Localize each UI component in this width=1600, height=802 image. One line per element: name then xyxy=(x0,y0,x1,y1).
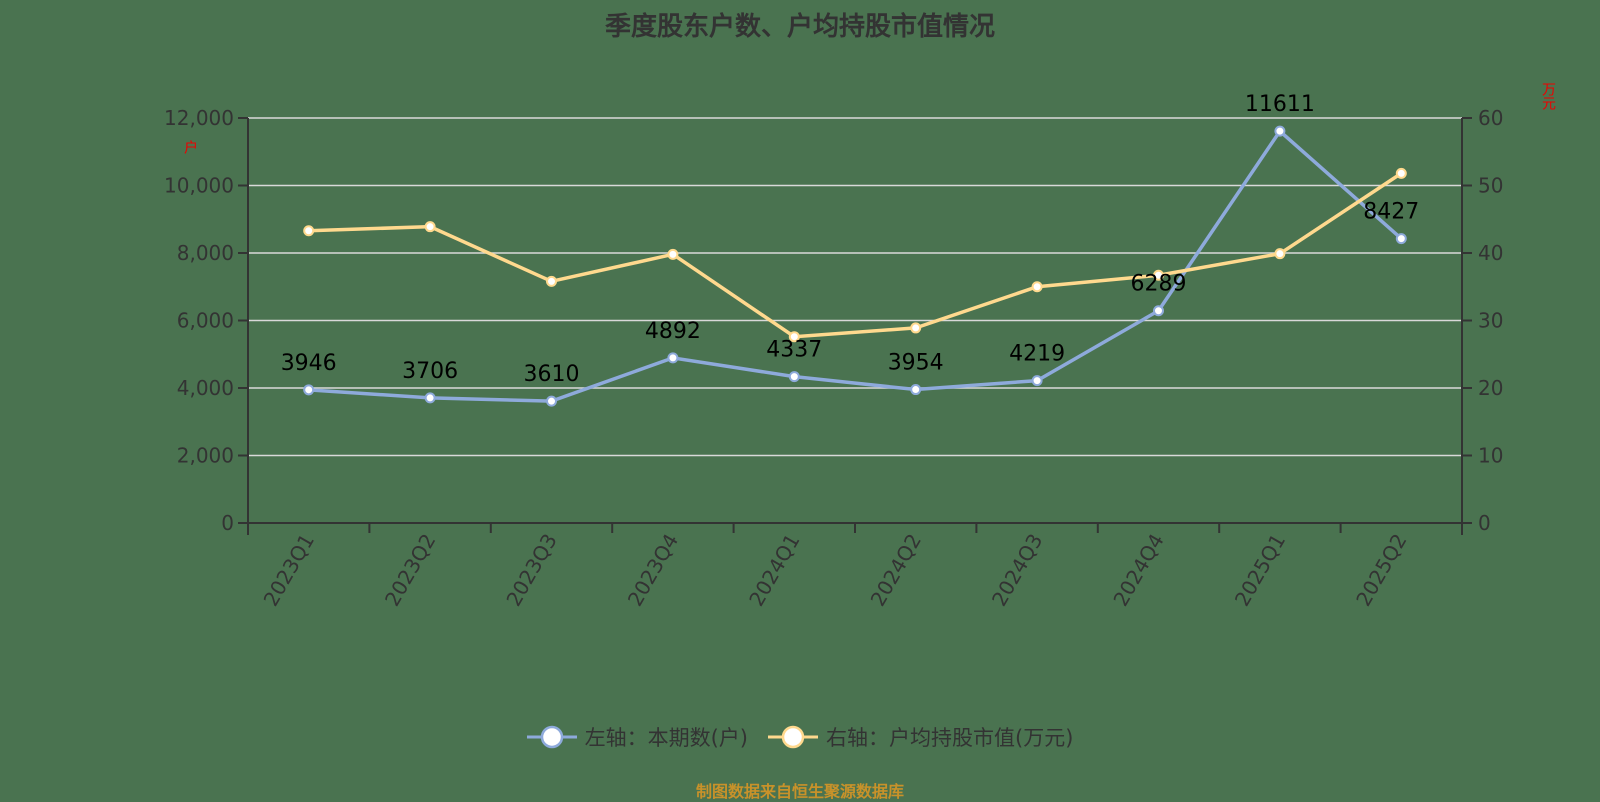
source-footnote: 制图数据来自恒生聚源数据库 xyxy=(695,782,904,801)
legend-label: 左轴：本期数(户) xyxy=(584,726,748,750)
x-axis-tick-label: 2023Q4 xyxy=(623,530,683,611)
data-label: 4892 xyxy=(645,319,701,344)
data-point-marker[interactable] xyxy=(1031,281,1043,293)
right-axis-tick-label: 50 xyxy=(1478,174,1503,198)
x-axis-tick-label: 2024Q2 xyxy=(866,530,926,611)
series-line xyxy=(308,128,1403,403)
data-point-marker[interactable] xyxy=(1274,248,1286,260)
left-axis-tick-label: 10,000 xyxy=(164,174,234,198)
right-axis-tick-label: 20 xyxy=(1478,376,1503,400)
left-axis-tick-label: 12,000 xyxy=(164,106,234,130)
left-axis-tick-label: 0 xyxy=(221,511,234,535)
data-label: 8427 xyxy=(1363,200,1419,225)
right-axis-tick-label: 60 xyxy=(1478,106,1503,130)
x-axis-tick-label: 2023Q2 xyxy=(380,530,440,611)
data-point-marker[interactable] xyxy=(303,384,315,396)
data-label: 11611 xyxy=(1245,92,1315,117)
x-axis-tick-label: 2023Q3 xyxy=(501,530,561,611)
data-point-marker[interactable] xyxy=(788,331,800,343)
x-axis-tick-label: 2025Q1 xyxy=(1230,530,1290,611)
left-axis-unit-label: 户 xyxy=(182,140,198,154)
data-point-marker[interactable] xyxy=(546,275,557,287)
x-axis-tick-label: 2024Q3 xyxy=(987,530,1047,611)
data-label: 3954 xyxy=(888,351,944,376)
data-point-marker[interactable] xyxy=(546,395,557,407)
data-label: 4337 xyxy=(766,338,822,363)
x-axis-tick-label: 2024Q4 xyxy=(1108,530,1168,611)
data-point-marker[interactable] xyxy=(1395,233,1407,245)
left-axis-tick-label: 8,000 xyxy=(177,241,234,265)
right-axis-tick-label: 0 xyxy=(1478,511,1491,535)
right-axis-unit-label: 万元 xyxy=(1540,82,1556,110)
data-point-marker[interactable] xyxy=(788,371,800,383)
series-line xyxy=(308,171,1403,339)
data-point-marker[interactable] xyxy=(1395,167,1407,179)
data-point-marker[interactable] xyxy=(1274,125,1286,137)
right-axis-tick-label: 30 xyxy=(1478,309,1503,333)
data-point-marker[interactable] xyxy=(910,322,922,334)
chart-legend: 左轴：本期数(户) 右轴：户均持股市值(万元) xyxy=(0,722,1600,752)
left-axis-tick-label: 2,000 xyxy=(177,444,234,468)
data-point-marker[interactable] xyxy=(667,248,679,260)
chart-title: 季度股东户数、户均持股市值情况 xyxy=(604,12,995,42)
legend-label: 右轴：户均持股市值(万元) xyxy=(826,726,1074,750)
data-point-marker[interactable] xyxy=(424,392,436,404)
data-point-marker[interactable] xyxy=(303,225,315,237)
legend-item-right-series[interactable]: 右轴：户均持股市值(万元) xyxy=(768,722,1073,752)
data-point-marker[interactable] xyxy=(1031,375,1043,387)
data-label: 3946 xyxy=(281,351,337,376)
data-point-marker[interactable] xyxy=(1153,269,1164,281)
data-point-marker[interactable] xyxy=(667,352,679,364)
data-label: 4219 xyxy=(1009,342,1065,367)
data-point-marker[interactable] xyxy=(1153,305,1164,317)
legend-item-left-series[interactable]: 左轴：本期数(户) xyxy=(526,722,748,752)
right-axis-tick-label: 40 xyxy=(1478,241,1503,265)
x-axis-tick-label: 2024Q1 xyxy=(744,530,804,611)
data-label: 6289 xyxy=(1131,272,1187,297)
data-point-marker[interactable] xyxy=(424,221,436,233)
data-label: 3706 xyxy=(402,359,458,384)
data-label: 3610 xyxy=(524,362,580,387)
data-point-marker[interactable] xyxy=(910,384,922,396)
legend-line-marker-icon xyxy=(526,725,577,749)
left-axis-tick-label: 6,000 xyxy=(177,309,234,333)
x-axis-tick-label: 2023Q1 xyxy=(259,530,319,611)
right-axis-tick-label: 10 xyxy=(1478,444,1503,468)
x-axis-tick-label: 2025Q2 xyxy=(1351,530,1411,611)
left-axis-tick-label: 4,000 xyxy=(177,376,234,400)
legend-line-marker-icon xyxy=(768,725,818,749)
